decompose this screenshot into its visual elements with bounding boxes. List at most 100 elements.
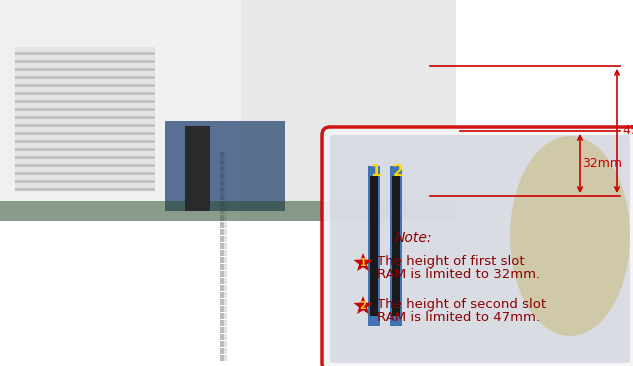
Bar — [224, 334, 227, 340]
Bar — [224, 341, 227, 347]
FancyBboxPatch shape — [330, 135, 630, 363]
Text: RAM is limited to 32mm.: RAM is limited to 32mm. — [377, 268, 540, 281]
Bar — [220, 285, 224, 291]
Bar — [220, 201, 224, 207]
Bar — [15, 183, 155, 188]
Bar — [15, 95, 155, 100]
Bar — [15, 167, 155, 172]
Bar — [220, 257, 224, 263]
Text: 32mm: 32mm — [582, 157, 622, 170]
Bar — [15, 103, 155, 108]
Bar — [15, 52, 155, 55]
Bar — [0, 0, 241, 221]
Bar — [15, 71, 155, 76]
Bar — [0, 0, 456, 221]
Bar — [224, 187, 227, 193]
Bar — [220, 180, 224, 186]
Bar — [15, 119, 155, 124]
FancyBboxPatch shape — [322, 127, 633, 366]
Bar — [220, 194, 224, 200]
Text: 2: 2 — [360, 301, 367, 311]
Bar — [224, 215, 227, 221]
Bar — [224, 243, 227, 249]
Bar — [368, 166, 380, 326]
Bar — [0, 201, 456, 221]
Bar — [15, 188, 155, 191]
Bar — [224, 159, 227, 165]
Text: Note:: Note: — [395, 231, 432, 245]
Bar — [224, 222, 227, 228]
Bar — [15, 55, 155, 60]
Bar — [220, 229, 224, 235]
Bar — [220, 327, 224, 333]
Bar — [220, 320, 224, 326]
Bar — [224, 306, 227, 312]
Bar — [224, 264, 227, 270]
Bar — [220, 306, 224, 312]
Bar — [224, 313, 227, 319]
Bar — [224, 278, 227, 284]
Bar — [15, 84, 155, 87]
Bar — [224, 180, 227, 186]
Bar — [220, 187, 224, 193]
Bar — [185, 126, 210, 211]
Bar — [15, 148, 155, 151]
Bar — [220, 278, 224, 284]
Bar — [220, 292, 224, 298]
Bar — [220, 236, 224, 242]
Bar — [15, 156, 155, 159]
Bar — [15, 180, 155, 183]
Bar — [15, 92, 155, 95]
Bar — [15, 79, 155, 84]
Bar — [15, 76, 155, 79]
Bar — [224, 320, 227, 326]
Bar — [220, 222, 224, 228]
Bar — [390, 166, 402, 326]
Text: RAM is limited to 47mm.: RAM is limited to 47mm. — [377, 311, 540, 324]
Ellipse shape — [510, 136, 630, 336]
Bar — [224, 285, 227, 291]
Bar — [15, 111, 155, 116]
Bar — [220, 243, 224, 249]
Polygon shape — [353, 253, 372, 271]
Bar — [15, 60, 155, 63]
Bar — [370, 176, 378, 316]
Bar — [224, 194, 227, 200]
Bar — [220, 166, 224, 172]
Bar — [224, 299, 227, 305]
Bar — [220, 341, 224, 347]
Bar — [220, 348, 224, 354]
Bar — [220, 215, 224, 221]
Bar — [220, 299, 224, 305]
Bar — [224, 208, 227, 214]
Bar — [15, 175, 155, 180]
Text: The height of first slot: The height of first slot — [377, 255, 525, 268]
Bar — [220, 313, 224, 319]
Bar — [15, 127, 155, 132]
Bar — [220, 355, 224, 361]
Bar — [392, 176, 400, 316]
Bar — [220, 250, 224, 256]
Bar — [224, 292, 227, 298]
Bar — [15, 108, 155, 111]
Polygon shape — [353, 296, 372, 314]
Bar — [15, 151, 155, 156]
Bar — [224, 201, 227, 207]
Bar — [15, 143, 155, 148]
Bar — [220, 152, 224, 158]
Bar — [224, 355, 227, 361]
Bar — [220, 159, 224, 165]
Text: 2: 2 — [392, 164, 403, 179]
Bar — [224, 250, 227, 256]
Bar — [220, 334, 224, 340]
Bar — [15, 140, 155, 143]
Bar — [224, 257, 227, 263]
Bar — [15, 172, 155, 175]
Bar — [224, 166, 227, 172]
Bar — [224, 229, 227, 235]
Bar — [165, 121, 285, 211]
Bar — [15, 135, 155, 140]
Bar — [15, 100, 155, 103]
Text: 1: 1 — [371, 164, 381, 179]
Bar — [15, 63, 155, 68]
